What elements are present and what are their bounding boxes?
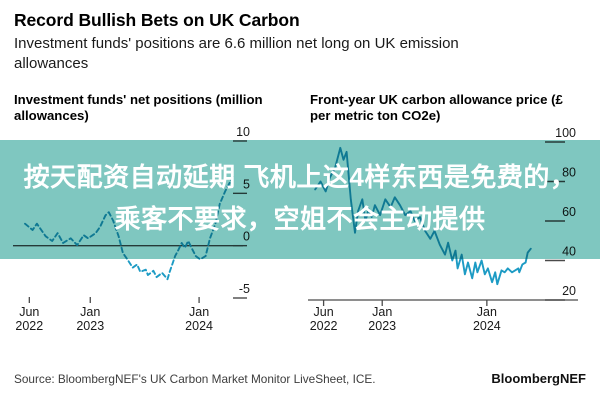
x-tick-label: 2024 [473, 319, 501, 333]
brand-logo: BloombergNEF [491, 371, 586, 386]
y-tick-label: 10 [236, 125, 250, 139]
y-tick-label: -5 [239, 282, 250, 296]
page-title: Record Bullish Bets on UK Carbon [14, 10, 300, 30]
y-tick-label: 100 [555, 126, 576, 140]
page-subtitle: Investment funds' positions are 6.6 mill… [14, 35, 459, 72]
source-text: Source: BloombergNEF's UK Carbon Market … [14, 372, 376, 386]
left-chart-title: Investment funds' net positions (million… [14, 92, 263, 123]
x-tick-label: 2022 [310, 319, 338, 333]
x-tick-label: Jan [477, 305, 497, 319]
x-tick-label: Jan [372, 305, 392, 319]
x-tick-label: 2024 [185, 319, 213, 333]
x-tick-label: Jan [189, 305, 209, 319]
watermark-text-line2: 乘客不要求，空姐不会主动提供 [114, 204, 486, 234]
watermark-text: 按天配资自动延期 飞机上这4样东西是免费的， 乘客不要求，空姐不会主动提供 [0, 156, 600, 240]
x-tick-label: Jun [314, 305, 334, 319]
x-tick-label: Jun [19, 305, 39, 319]
watermark-band [0, 140, 600, 259]
x-tick-label: 2022 [15, 319, 43, 333]
x-tick-label: Jan [80, 305, 100, 319]
x-tick-label: 2023 [76, 319, 104, 333]
x-tick-label: 2023 [368, 319, 396, 333]
watermark-text-line1: 按天配资自动延期 飞机上这4样东西是免费的， [23, 162, 577, 192]
right-chart-title: Front-year UK carbon allowance price (£ … [310, 92, 563, 123]
y-tick-label: 20 [562, 284, 576, 298]
